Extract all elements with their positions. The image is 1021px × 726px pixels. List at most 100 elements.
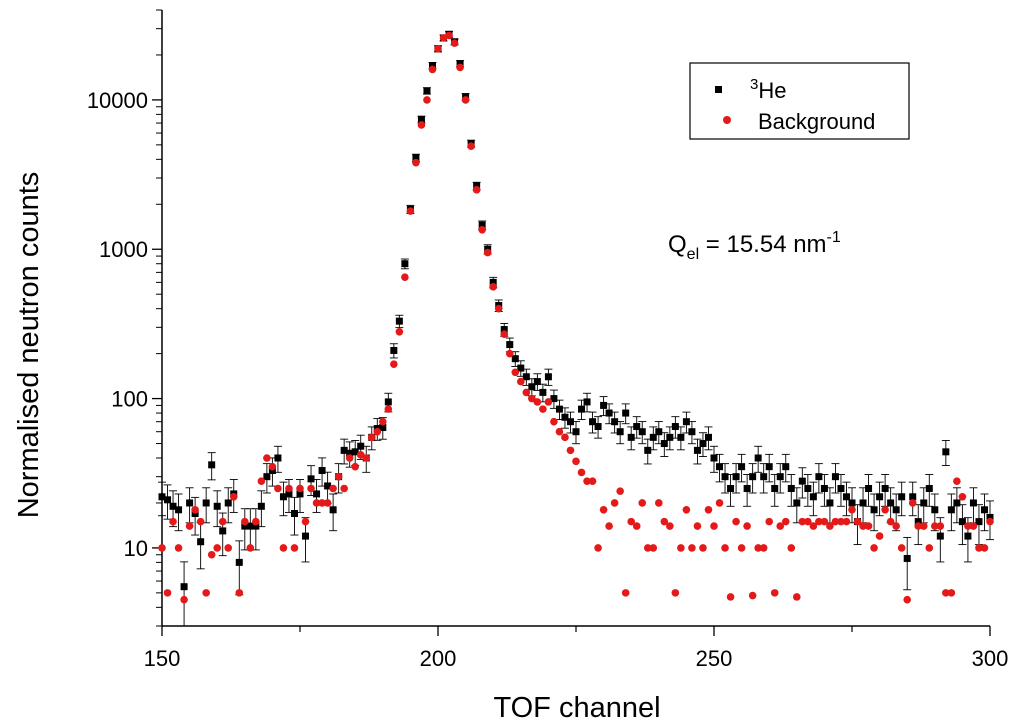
data-point-he3 [842, 493, 850, 501]
data-point-he3 [721, 473, 729, 481]
data-point-background [528, 394, 536, 403]
legend: 3He Background [689, 62, 910, 140]
data-point-he3 [594, 423, 602, 431]
data-point-background [616, 487, 624, 495]
legend-label-he3-superscript: 3 [750, 76, 758, 93]
data-point-he3 [279, 493, 287, 501]
data-point-background [417, 121, 426, 129]
data-point-background [362, 454, 371, 462]
data-point-background [494, 304, 503, 313]
data-point-background [842, 517, 851, 526]
x-tick-label: 250 [696, 646, 733, 671]
data-point-background [931, 522, 939, 530]
data-point-he3 [417, 115, 425, 123]
data-point-background [163, 589, 172, 597]
data-point-background [274, 484, 282, 493]
data-point-he3 [324, 482, 332, 490]
data-point-background [533, 398, 542, 406]
data-point-background [627, 517, 635, 526]
data-point-background [820, 517, 829, 526]
data-point-he3 [986, 513, 994, 521]
data-point-he3 [340, 446, 348, 454]
data-point-background [919, 522, 928, 530]
data-point-he3 [942, 448, 950, 456]
data-point-he3 [274, 454, 282, 462]
data-point-background [936, 522, 945, 530]
data-point-he3 [809, 493, 817, 501]
data-point-background [726, 593, 735, 601]
data-point-he3 [727, 484, 735, 492]
x-tick-label: 200 [420, 646, 457, 671]
data-point-background [450, 39, 459, 47]
data-point-background [472, 186, 481, 194]
data-point-background [632, 522, 641, 530]
data-point-background [572, 457, 580, 466]
data-point-background [213, 544, 221, 552]
data-point-he3 [699, 440, 707, 448]
data-point-he3 [749, 473, 757, 481]
data-point-he3 [969, 499, 977, 507]
annotation-subscript: el [687, 246, 699, 263]
data-point-background [837, 517, 845, 526]
data-point-background [975, 544, 983, 552]
x-axis-title: TOF channel [493, 692, 660, 724]
data-point-background [478, 225, 486, 234]
data-point-he3 [539, 388, 547, 396]
data-point-background [263, 454, 271, 462]
data-point-background [743, 522, 751, 530]
data-point-he3 [710, 454, 718, 462]
data-point-background [809, 522, 818, 530]
data-point-background [412, 158, 420, 167]
data-point-he3 [655, 428, 663, 436]
data-point-he3 [738, 463, 746, 471]
data-point-he3 [831, 473, 839, 481]
data-point-he3 [202, 499, 210, 507]
data-point-he3 [219, 527, 227, 535]
data-point-background [605, 522, 613, 530]
data-point-background [826, 522, 834, 530]
data-point-background [196, 517, 205, 526]
data-point-background [329, 484, 337, 493]
data-point-he3 [964, 532, 972, 540]
annotation-q: Q [668, 231, 687, 258]
data-point-he3 [848, 499, 856, 507]
data-point-he3 [958, 518, 966, 526]
data-point-background [351, 462, 360, 471]
data-point-he3 [197, 538, 205, 546]
data-point-he3 [566, 418, 574, 426]
data-point-he3 [605, 409, 613, 417]
data-point-he3 [224, 499, 232, 507]
data-point-background [649, 544, 658, 552]
data-point-background [340, 484, 348, 493]
data-point-he3 [693, 446, 701, 454]
data-point-background [456, 63, 464, 72]
data-point-he3 [390, 346, 398, 354]
data-point-he3 [578, 405, 586, 413]
data-point-background [550, 417, 558, 426]
data-point-he3 [909, 493, 917, 501]
data-point-he3 [511, 355, 519, 363]
data-point-background [390, 360, 398, 368]
data-point-background [489, 283, 498, 291]
data-point-background [831, 517, 840, 526]
data-point-he3 [881, 484, 889, 492]
data-point-background [285, 484, 293, 493]
data-point-background [776, 522, 785, 530]
data-point-he3 [682, 418, 690, 426]
data-point-he3 [638, 428, 646, 436]
data-point-background [666, 522, 674, 530]
data-point-he3 [522, 373, 530, 381]
data-point-he3 [313, 490, 321, 498]
data-point-he3 [782, 463, 790, 471]
data-point-background [655, 499, 663, 507]
data-point-background [561, 433, 569, 442]
data-point-background [732, 517, 740, 526]
data-point-background [323, 499, 332, 507]
data-point-he3 [936, 532, 944, 540]
data-point-he3 [456, 60, 464, 68]
data-point-background [461, 96, 470, 104]
data-point-background [423, 96, 431, 104]
data-point-background [886, 517, 895, 526]
data-point-background [947, 589, 956, 597]
legend-label-background: Background [758, 109, 875, 134]
